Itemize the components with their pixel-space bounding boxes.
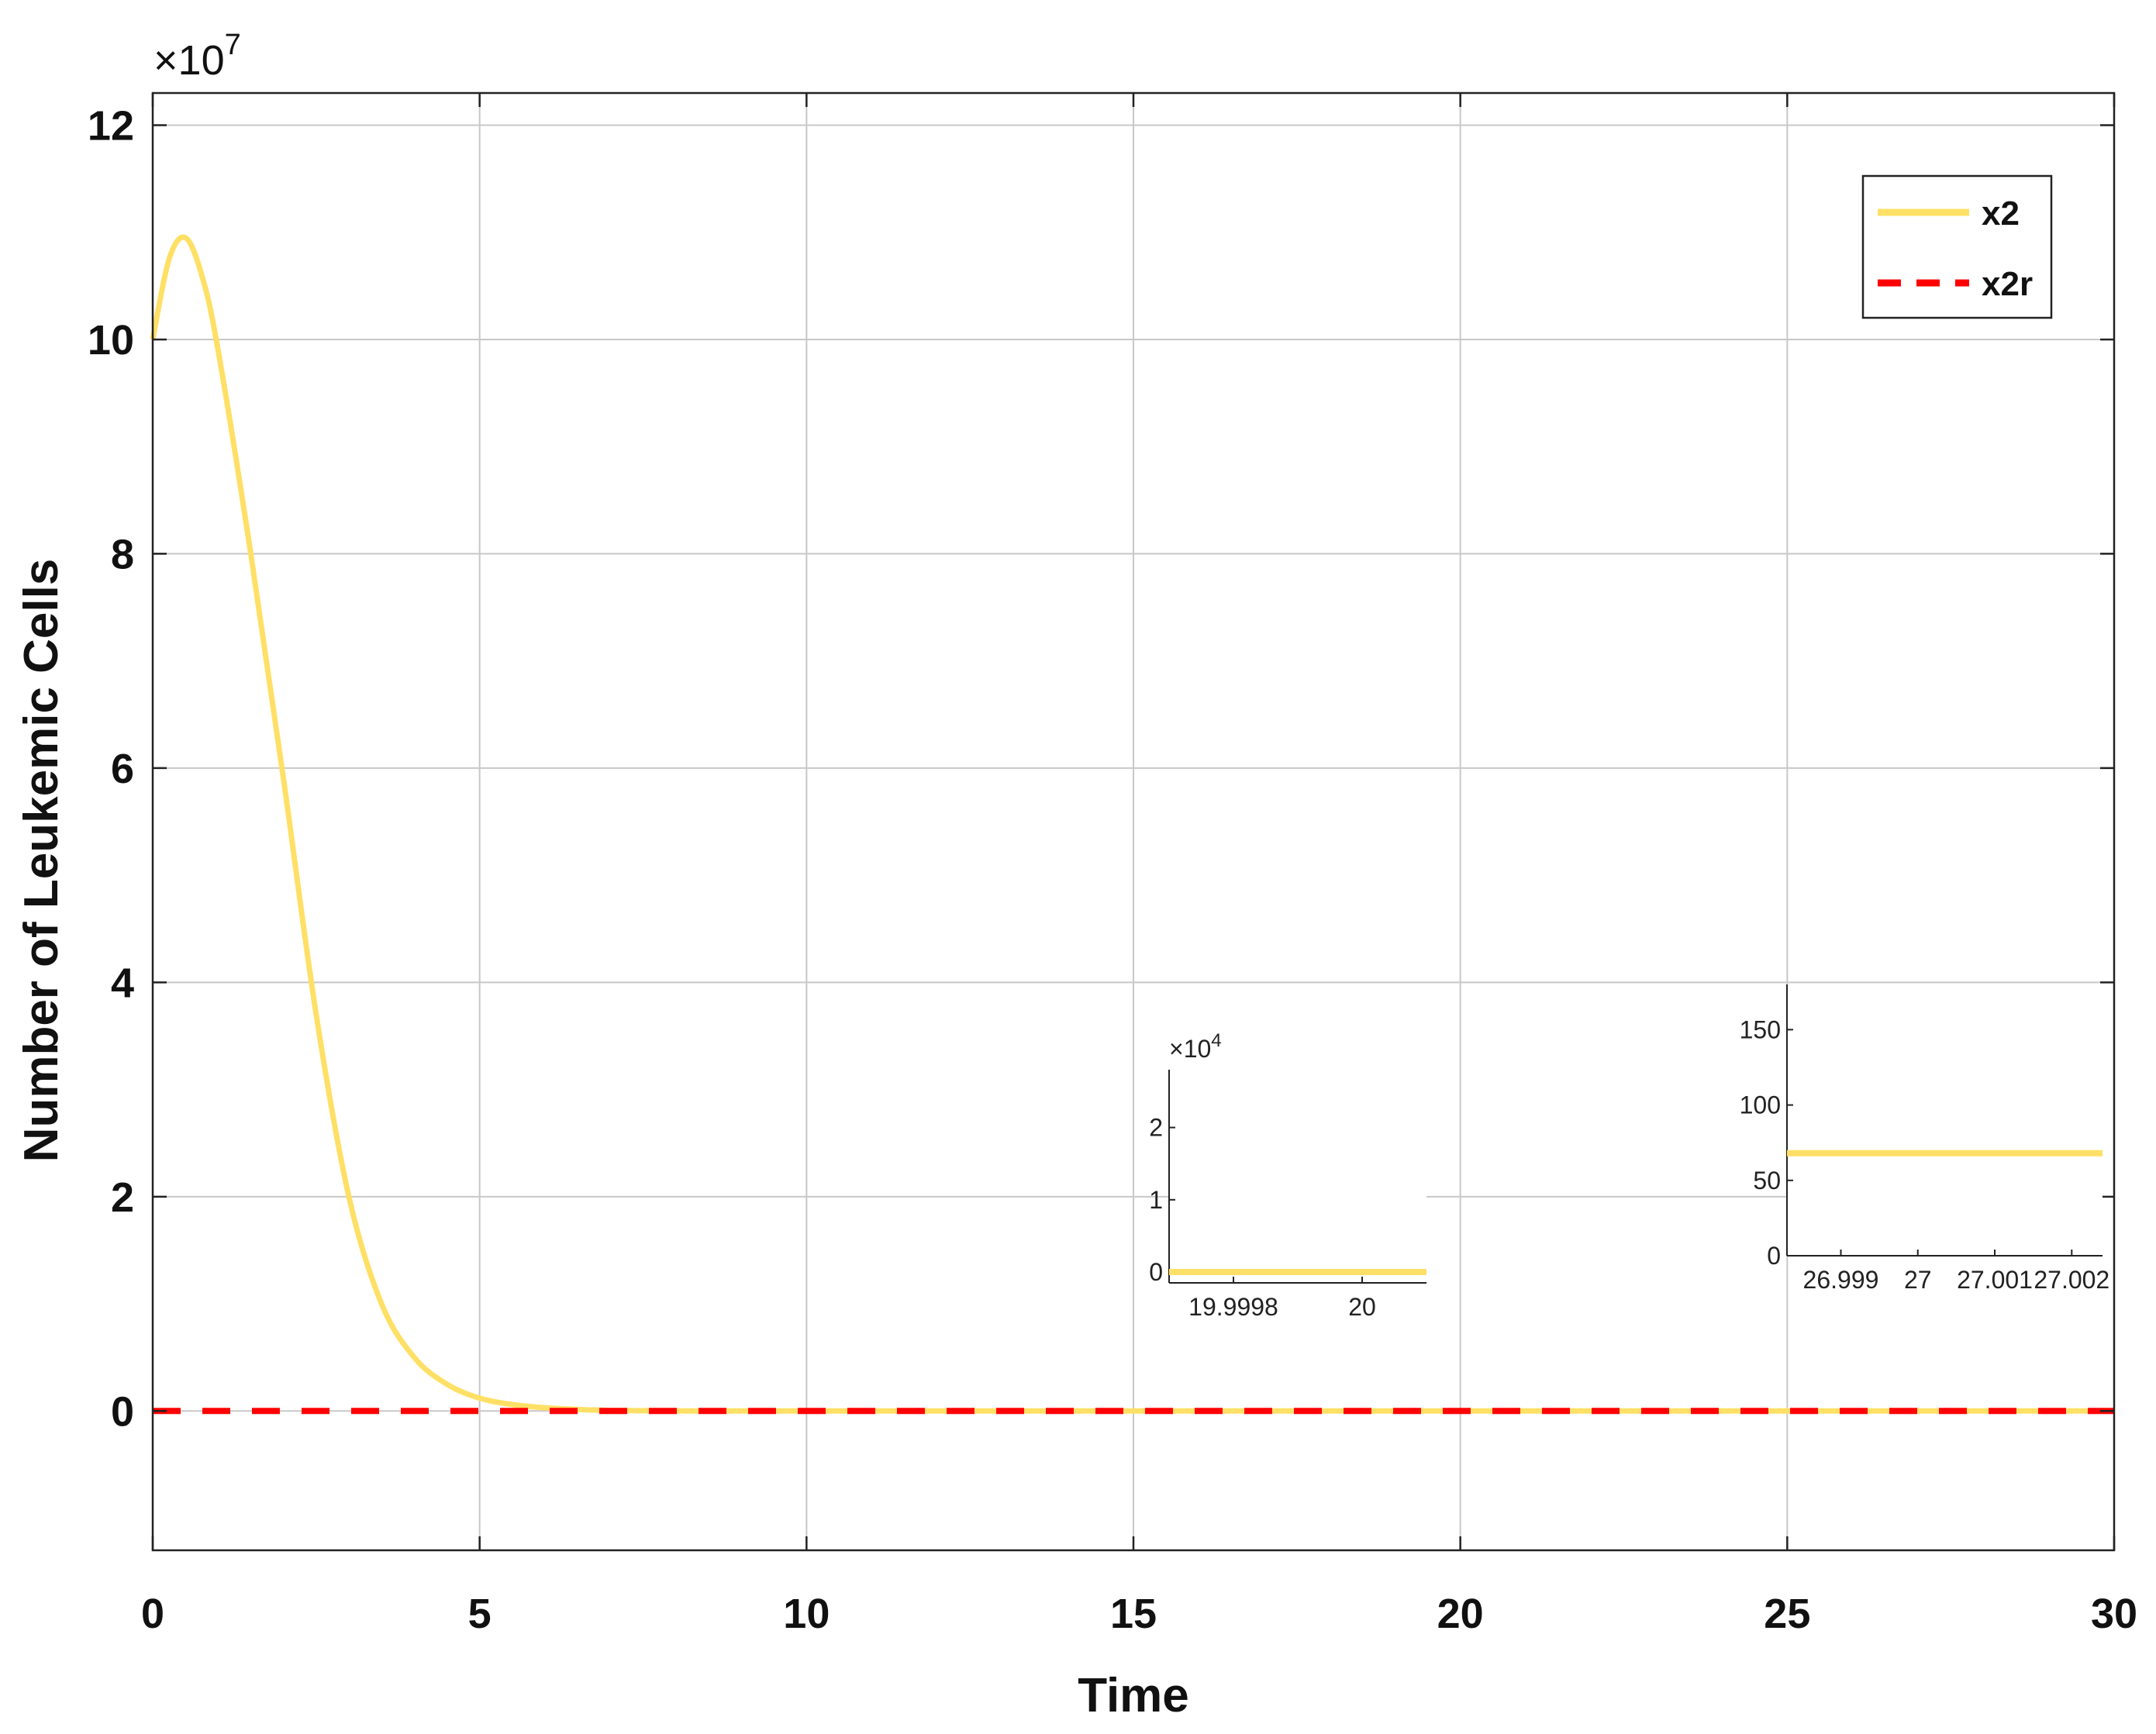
x-axis-title: Time bbox=[1078, 1669, 1189, 1722]
inset-y-tick-label: 50 bbox=[1753, 1167, 1781, 1194]
y-tick-label: 4 bbox=[111, 960, 134, 1006]
x-tick-label: 20 bbox=[1437, 1591, 1484, 1637]
inset-y-tick-label: 1 bbox=[1149, 1186, 1163, 1214]
legend-box bbox=[1861, 174, 2053, 319]
y-axis-title: Number of Leukemic Cells bbox=[15, 559, 68, 1163]
y-tick-label: 8 bbox=[111, 531, 134, 577]
x-tick-label: 30 bbox=[2091, 1591, 2137, 1637]
inset-x-tick-label: 27 bbox=[1904, 1266, 1932, 1294]
x-tick-label: 0 bbox=[141, 1591, 164, 1637]
x-tick-label: 5 bbox=[468, 1591, 492, 1637]
inset-x-tick-label: 26.999 bbox=[1803, 1266, 1879, 1294]
y-tick-label: 10 bbox=[88, 317, 134, 364]
inset-y-tick-label: 0 bbox=[1149, 1258, 1163, 1286]
x-tick-label: 25 bbox=[1764, 1591, 1810, 1637]
y-tick-label: 6 bbox=[111, 746, 134, 792]
inset-background bbox=[1787, 984, 2103, 1256]
inset-y-tick-label: 0 bbox=[1767, 1242, 1781, 1270]
inset-x-tick-label: 27.002 bbox=[2034, 1266, 2109, 1294]
y-exponent-label: ×107 bbox=[154, 29, 241, 84]
x-tick-label: 10 bbox=[783, 1591, 830, 1637]
inset-1-exponent-label: ×104 bbox=[1169, 1030, 1222, 1063]
y-exponent-base: ×10 bbox=[154, 37, 225, 84]
inset-x-tick-label: 19.9998 bbox=[1188, 1293, 1278, 1321]
inset-x-tick-label: 20 bbox=[1348, 1293, 1376, 1321]
y-tick-label: 2 bbox=[111, 1174, 134, 1221]
grid-lines bbox=[152, 93, 2115, 1550]
series-line-x2 bbox=[150, 234, 2115, 1414]
y-tick-label: 0 bbox=[111, 1388, 134, 1435]
legend: x2 x2r bbox=[1861, 174, 2053, 319]
legend-label-x2: x2 bbox=[1982, 195, 2020, 233]
series-layer bbox=[150, 234, 2115, 1415]
inset-zoom-27: 0 50 100 150 26.999 27 27.001 27.002 bbox=[1740, 984, 2109, 1294]
x-tick-label: 15 bbox=[1110, 1591, 1157, 1637]
inset-background bbox=[1169, 1070, 1426, 1283]
inset-x-tick-label: 27.001 bbox=[1957, 1266, 2033, 1294]
inset-1-exponent-base: ×10 bbox=[1169, 1035, 1211, 1063]
inset-1-exponent-power: 4 bbox=[1211, 1030, 1221, 1051]
inset-zoom-20: 0 1 2 19.9998 20 bbox=[1149, 1070, 1426, 1321]
y-tick-label: 12 bbox=[88, 102, 134, 149]
y-exponent-power: 7 bbox=[225, 29, 241, 61]
inset-y-tick-label: 100 bbox=[1740, 1091, 1781, 1119]
inset-y-tick-label: 2 bbox=[1149, 1114, 1163, 1142]
legend-label-x2r: x2r bbox=[1982, 265, 2033, 303]
inset-y-tick-label: 150 bbox=[1740, 1015, 1781, 1043]
